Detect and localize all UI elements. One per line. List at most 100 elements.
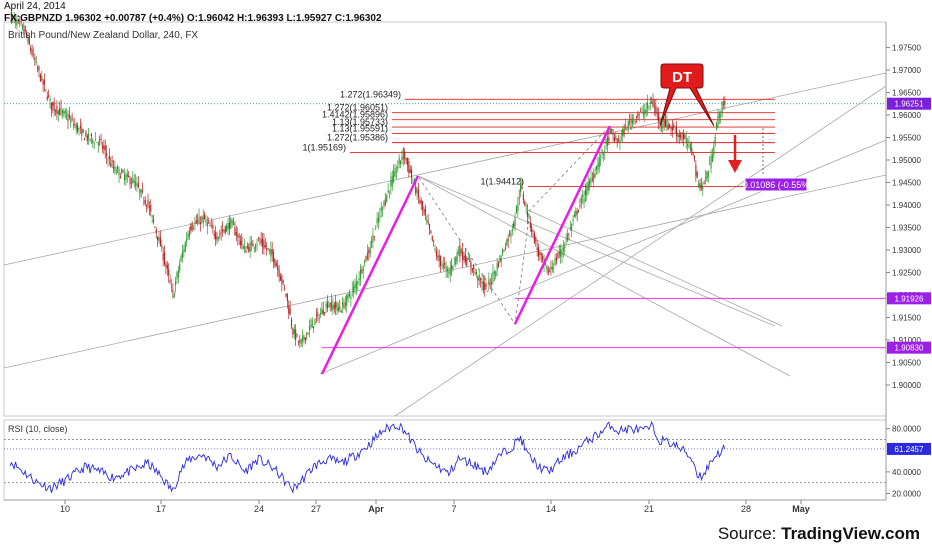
candle-body [118,168,120,176]
candle-body [213,233,215,236]
candle-body [663,119,665,126]
y-tick-label: 1.91500 [892,314,921,323]
candle-body [579,205,581,206]
candle-body [234,227,236,235]
candle-body [267,247,269,249]
candle-body [228,222,230,230]
candle-body [166,265,168,269]
candle-body [12,16,14,18]
candle-body [81,128,83,137]
candle-body [653,107,656,109]
candle-body [717,116,719,127]
candle-body [634,120,636,122]
candle-body [575,210,577,216]
candle-body [89,139,91,141]
candle-body [626,130,628,131]
y-tick-label: 1.94000 [892,201,921,210]
candle-body [463,255,465,261]
candle-body [310,324,312,327]
candle-body [255,246,257,248]
candle-body [64,111,66,114]
candle-body [438,254,440,261]
candle-body [129,177,131,185]
candle-body [112,166,115,169]
candle-body [220,232,222,234]
candle-body [560,249,562,258]
candle-body [390,180,392,187]
candle-body [126,173,128,177]
candle-body [573,214,575,217]
candle-body [14,18,17,23]
candle-body [662,125,664,127]
candle-body [104,146,106,151]
trendline [3,174,887,369]
candle-body [330,301,333,310]
candle-body [169,280,171,282]
candle-body [655,105,657,113]
candle-body [692,152,694,155]
candle-body [428,224,431,230]
candle-body [427,221,429,224]
candle-body [197,220,199,222]
candle-body [141,190,144,192]
candle-body [261,239,264,247]
candle-body [412,181,414,183]
candle-body [191,223,193,230]
candle-body [404,151,406,159]
candle-body [398,157,400,165]
candle-body [699,182,701,190]
price-change: +0.00787 (+0.4%) [104,13,185,24]
candle-body [724,100,726,105]
candle-body [442,263,444,269]
candle-body [151,215,153,218]
candle-body [499,255,501,263]
candle-body [376,218,378,224]
candle-body [205,219,207,221]
candle-body [553,267,555,269]
candle-body [525,206,527,208]
candle-body [440,256,442,266]
candle-body [152,219,155,222]
rsi-tick-label: 80.0000 [892,425,921,434]
candle-body [635,117,638,118]
candle-body [85,131,87,137]
candle-body [72,124,75,126]
candle-body [375,228,377,230]
candle-body [106,152,108,157]
candle-body [597,163,599,170]
candle-body [569,227,571,230]
candle-body [125,174,127,180]
candle-body [336,303,338,312]
candle-body [42,79,44,85]
candle-body [546,265,548,269]
candle-body [471,267,473,272]
candle-body [612,134,614,136]
fib-levels: 1.272(1.96349) 1.272(1.96051)1.4142(1.958… [302,89,775,187]
candle-body [173,293,175,298]
candle-body [475,271,477,275]
candle-body [484,283,486,290]
candle-body [292,328,294,334]
candle-body [194,222,196,225]
candle-body [34,57,36,61]
candle-body [648,105,650,107]
candle-body [399,160,402,165]
candle-body [328,306,330,307]
candle-body [340,311,342,313]
candle-body [111,160,113,163]
candle-body [21,24,23,29]
candle-body [286,293,288,301]
candle-body [204,214,206,220]
candle-body [550,267,552,269]
candle-body [703,183,705,184]
candle-body [122,170,124,173]
candle-body [350,296,352,299]
candle-body [568,233,570,235]
candle-body [473,264,475,269]
candle-body [411,169,413,179]
candle-body [208,222,210,223]
candle-body [408,161,410,173]
candle-body [401,157,403,161]
rsi-title: RSI (10, close) [8,424,68,434]
candle-body [303,337,305,339]
